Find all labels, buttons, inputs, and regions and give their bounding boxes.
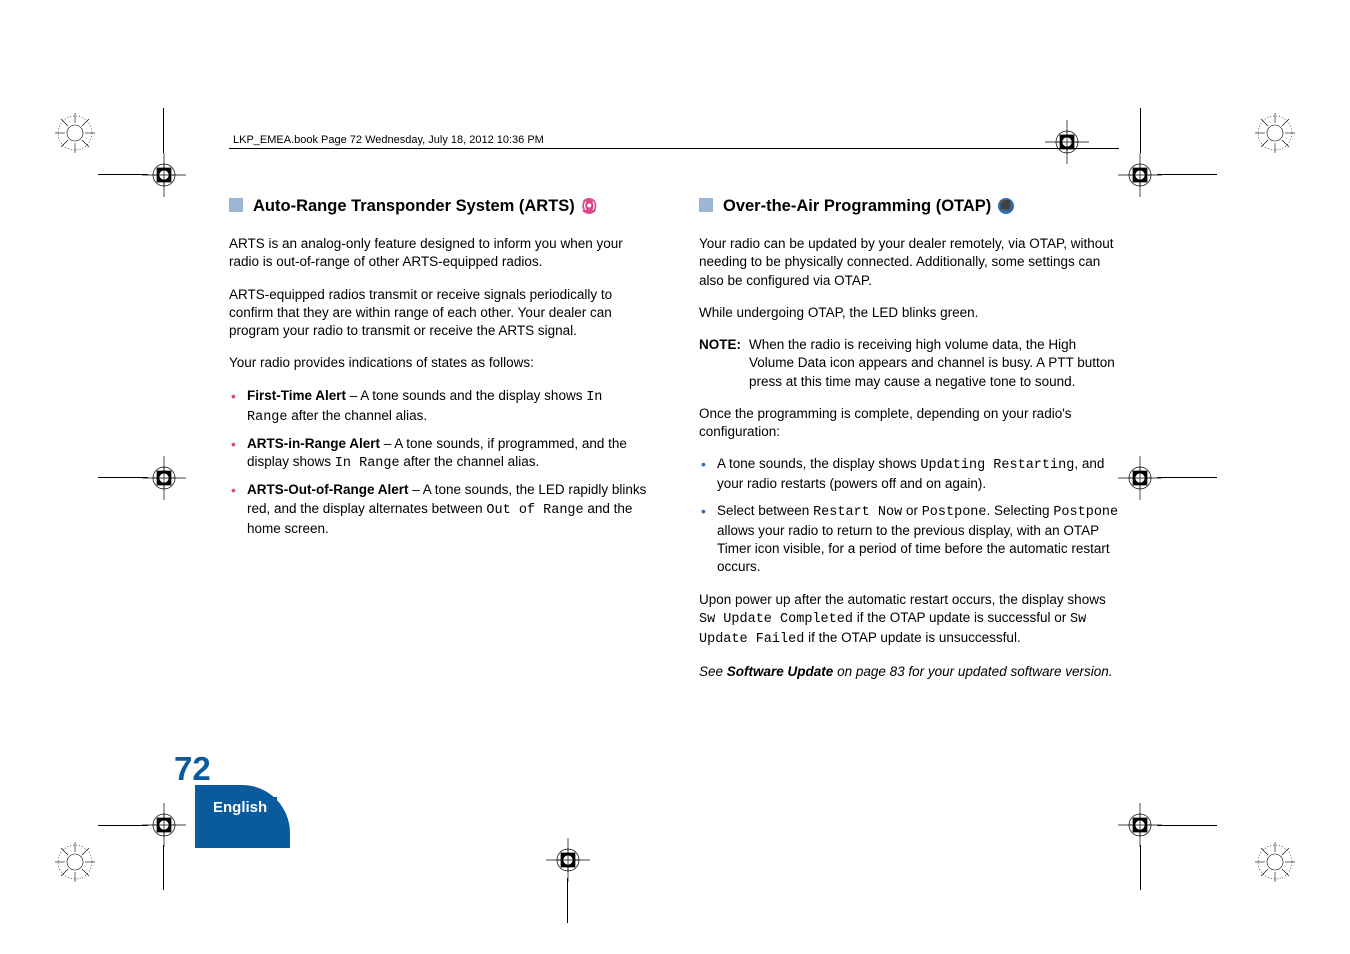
registration-mark-icon bbox=[1253, 840, 1297, 884]
crosshair-mark-icon bbox=[1115, 453, 1165, 503]
note-text: When the radio is receiving high volume … bbox=[749, 336, 1119, 391]
analog-feature-icon: ((●)) bbox=[581, 198, 597, 214]
section-header: Over-the-Air Programming (OTAP) ⬛ bbox=[699, 195, 1119, 217]
paragraph: ARTS-equipped radios transmit or receive… bbox=[229, 286, 649, 341]
registration-mark-icon bbox=[53, 111, 97, 155]
display-text: Out of Range bbox=[486, 503, 583, 518]
cross-reference: See Software Update on page 83 for your … bbox=[699, 663, 1119, 681]
registration-mark-icon bbox=[1253, 111, 1297, 155]
crop-line bbox=[98, 174, 148, 175]
bullet-list: A tone sounds, the display shows Updatin… bbox=[699, 455, 1119, 576]
running-head: LKP_EMEA.book Page 72 Wednesday, July 18… bbox=[233, 134, 544, 146]
header-rule bbox=[229, 148, 1119, 149]
note-block: NOTE: When the radio is receiving high v… bbox=[699, 336, 1119, 391]
section-header: Auto-Range Transponder System (ARTS) ((●… bbox=[229, 195, 649, 217]
left-column: Auto-Range Transponder System (ARTS) ((●… bbox=[229, 195, 649, 695]
paragraph: Your radio can be updated by your dealer… bbox=[699, 235, 1119, 290]
section-title: Over-the-Air Programming (OTAP) ⬛ bbox=[723, 195, 1014, 217]
section-marker-icon bbox=[229, 198, 243, 212]
crop-line bbox=[567, 878, 568, 923]
paragraph: Your radio provides indications of state… bbox=[229, 354, 649, 372]
display-text: Updating Restarting bbox=[920, 458, 1074, 473]
list-item: ARTS-in-Range Alert – A tone sounds, if … bbox=[229, 435, 649, 473]
alert-label: ARTS-Out-of-Range Alert bbox=[247, 482, 409, 497]
crop-line bbox=[1157, 477, 1217, 478]
section-title: Auto-Range Transponder System (ARTS) ((●… bbox=[253, 195, 597, 217]
crop-line bbox=[1140, 108, 1141, 153]
display-text: In Range bbox=[335, 456, 400, 471]
crosshair-mark-icon bbox=[139, 453, 189, 503]
paragraph: Upon power up after the automatic restar… bbox=[699, 591, 1119, 650]
display-text: Sw Update Completed bbox=[699, 612, 853, 627]
crosshair-mark-icon bbox=[139, 150, 189, 200]
alert-label: First-Time Alert bbox=[247, 388, 346, 403]
crop-line bbox=[1140, 845, 1141, 890]
paragraph: Once the programming is complete, depend… bbox=[699, 405, 1119, 441]
list-item: Select between Restart Now or Postpone. … bbox=[699, 502, 1119, 577]
crosshair-mark-icon bbox=[1042, 117, 1092, 167]
crop-line bbox=[1157, 825, 1217, 826]
right-column: Over-the-Air Programming (OTAP) ⬛ Your r… bbox=[699, 195, 1119, 695]
crop-line bbox=[98, 477, 148, 478]
registration-mark-icon bbox=[53, 840, 97, 884]
reference-link: Software Update bbox=[727, 664, 834, 679]
page-content: Auto-Range Transponder System (ARTS) ((●… bbox=[229, 195, 1119, 695]
alert-label: ARTS-in-Range Alert bbox=[247, 436, 380, 451]
list-item: First-Time Alert – A tone sounds and the… bbox=[229, 387, 649, 427]
section-title-text: Auto-Range Transponder System (ARTS) bbox=[253, 197, 575, 215]
crop-line bbox=[1157, 174, 1217, 175]
crosshair-mark-icon bbox=[1115, 150, 1165, 200]
display-text: Postpone bbox=[1053, 505, 1118, 520]
crosshair-mark-icon bbox=[543, 835, 593, 885]
paragraph: ARTS is an analog-only feature designed … bbox=[229, 235, 649, 271]
crop-line bbox=[163, 845, 164, 890]
display-text: Restart Now bbox=[813, 505, 902, 520]
paragraph: While undergoing OTAP, the LED blinks gr… bbox=[699, 304, 1119, 322]
list-item: A tone sounds, the display shows Updatin… bbox=[699, 455, 1119, 493]
list-item: ARTS-Out-of-Range Alert – A tone sounds,… bbox=[229, 481, 649, 538]
display-text: Postpone bbox=[922, 505, 987, 520]
crop-line bbox=[163, 108, 164, 153]
note-label: NOTE: bbox=[699, 336, 741, 391]
digital-feature-icon: ⬛ bbox=[998, 198, 1014, 214]
crop-line bbox=[98, 825, 148, 826]
bullet-list: First-Time Alert – A tone sounds and the… bbox=[229, 387, 649, 539]
page-number: 72 bbox=[174, 750, 211, 788]
language-label: English bbox=[203, 797, 277, 819]
section-title-text: Over-the-Air Programming (OTAP) bbox=[723, 197, 991, 215]
section-marker-icon bbox=[699, 198, 713, 212]
